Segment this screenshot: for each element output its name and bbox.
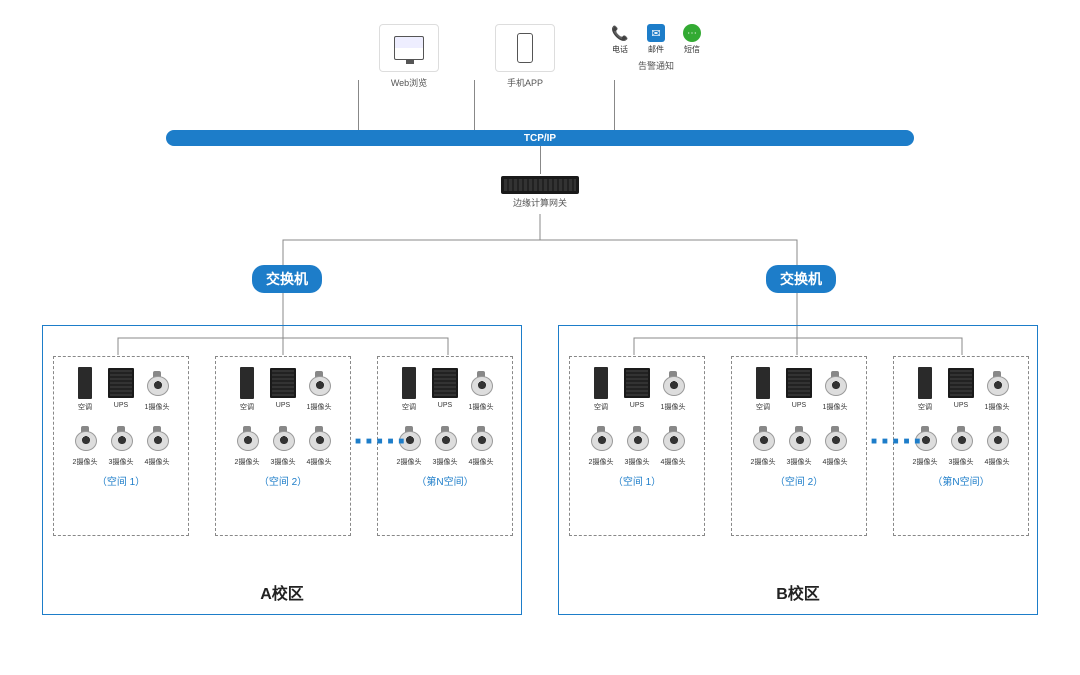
edge-gateway: 边缘计算网关 bbox=[501, 182, 579, 209]
phone-icon bbox=[517, 33, 533, 63]
drop-line bbox=[474, 80, 475, 130]
web-label: Web浏览 bbox=[391, 76, 427, 89]
campus-a-title: A校区 bbox=[260, 580, 304, 604]
alert-notify: 📞电话 ✉邮件 ⋯短信 告警通知 bbox=[611, 24, 701, 89]
switch-b: 交换机 bbox=[766, 265, 836, 293]
space-a2: 空调UPS1摄像头2摄像头3摄像头4摄像头（空间 2） bbox=[215, 356, 351, 536]
space-b2: 空调UPS1摄像头2摄像头3摄像头4摄像头（空间 2） bbox=[731, 356, 867, 536]
dots-icon: ■ ■ ■ ■ ■ bbox=[355, 436, 405, 447]
dots-icon: ■ ■ ■ ■ ■ bbox=[871, 436, 921, 447]
switch-a: 交换机 bbox=[252, 265, 322, 293]
phone-call-icon: 📞 bbox=[611, 24, 629, 42]
drop-line bbox=[614, 80, 615, 130]
web-access: Web浏览 bbox=[379, 24, 439, 89]
top-access-row: Web浏览 手机APP 📞电话 ✉邮件 ⋯短信 告警通知 bbox=[0, 24, 1080, 89]
app-label: 手机APP bbox=[507, 76, 543, 89]
alert-label: 告警通知 bbox=[638, 59, 674, 72]
gateway-icon bbox=[501, 176, 579, 194]
mail-icon: ✉ bbox=[647, 24, 665, 42]
gateway-label: 边缘计算网关 bbox=[513, 196, 567, 209]
mobile-app: 手机APP bbox=[495, 24, 555, 89]
campus-a: 空调UPS1摄像头2摄像头3摄像头4摄像头（空间 1） 空调UPS1摄像头2摄像… bbox=[42, 325, 522, 615]
campus-b: 空调UPS1摄像头2摄像头3摄像头4摄像头（空间 1） 空调UPS1摄像头2摄像… bbox=[558, 325, 1038, 615]
tcp-ip-bus: TCP/IP bbox=[166, 130, 914, 146]
drop-line bbox=[358, 80, 359, 130]
monitor-icon bbox=[394, 36, 424, 60]
sms-icon: ⋯ bbox=[683, 24, 701, 42]
campus-b-title: B校区 bbox=[776, 580, 820, 604]
space-a1: 空调UPS1摄像头2摄像头3摄像头4摄像头（空间 1） bbox=[53, 356, 189, 536]
space-b1: 空调UPS1摄像头2摄像头3摄像头4摄像头（空间 1） bbox=[569, 356, 705, 536]
